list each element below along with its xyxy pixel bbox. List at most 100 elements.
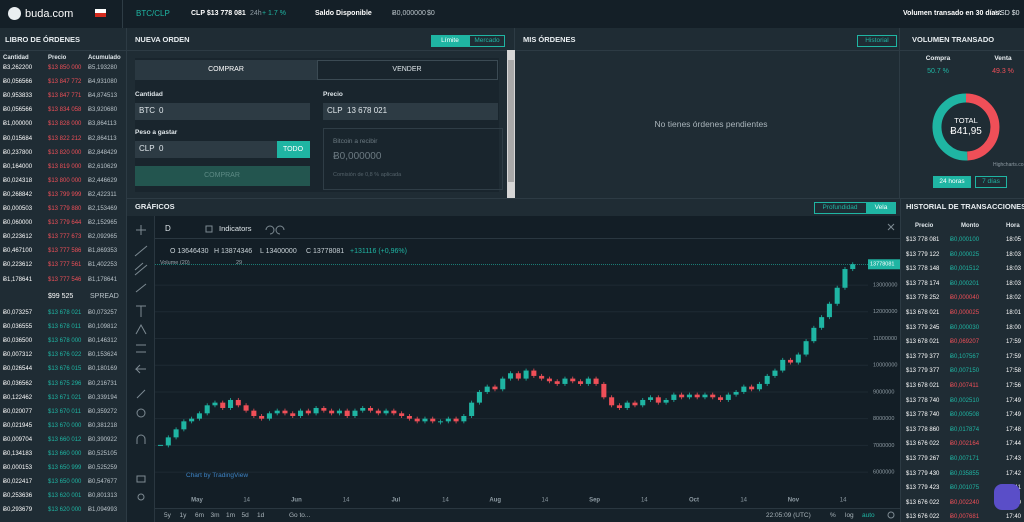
input-value[interactable]: 0 bbox=[159, 144, 164, 153]
balance-btc: Ƀ0,000000 bbox=[392, 10, 426, 17]
buy-side-tab[interactable] bbox=[135, 60, 317, 80]
trade-time: 17:59 bbox=[1006, 353, 1022, 360]
tab-label[interactable]: Profundidad bbox=[822, 204, 858, 211]
logo[interactable] bbox=[8, 7, 21, 20]
ask-cell: Ƀ4,931080 bbox=[88, 79, 118, 86]
volume-legend-value: 29 bbox=[236, 260, 243, 266]
receive-box bbox=[323, 128, 503, 190]
my-orders-panel bbox=[515, 28, 900, 198]
ask-cell: Ƀ0,953833 bbox=[3, 93, 33, 100]
bid-cell: Ƀ0,007312 bbox=[3, 352, 33, 359]
range-bar bbox=[155, 508, 900, 522]
bid-cell: Ƀ0,216731 bbox=[88, 380, 118, 387]
range-button: 1y bbox=[179, 512, 187, 519]
ask-cell: Ƀ3,864113 bbox=[88, 121, 117, 128]
ask-cell: $13 820 000 bbox=[48, 149, 82, 156]
trade-amount: Ƀ0,107567 bbox=[950, 353, 980, 360]
balance-label[interactable]: Saldo Disponible bbox=[315, 10, 372, 17]
tab-label[interactable]: Vela bbox=[874, 204, 888, 211]
bid-cell: Ƀ0,525105 bbox=[88, 451, 118, 457]
bid-cell: $13 678 021 bbox=[48, 310, 82, 316]
chart-tab[interactable] bbox=[867, 202, 896, 214]
ask-cell: Ƀ1,000000 bbox=[3, 121, 33, 128]
ask-cell: Ƀ2,848429 bbox=[88, 149, 118, 156]
trade-time: 17:40 bbox=[1006, 514, 1022, 521]
bid-cell: Ƀ0,525259 bbox=[88, 465, 118, 472]
bid-cell: Ƀ0,036555 bbox=[3, 324, 33, 331]
field-label: Precio bbox=[323, 91, 343, 98]
trade-amount: Ƀ0,069207 bbox=[950, 339, 980, 346]
limit-tab[interactable] bbox=[431, 35, 469, 47]
tv-credit[interactable]: Chart by TradingView bbox=[186, 472, 249, 479]
brand[interactable]: buda.com bbox=[25, 8, 74, 20]
ask-cell: $13 777 546 bbox=[48, 276, 82, 283]
button-label[interactable]: COMPRAR bbox=[204, 172, 240, 179]
toolbar-rule bbox=[155, 238, 900, 239]
tab-label[interactable]: Mercado bbox=[474, 37, 500, 44]
bid-cell: Ƀ0,134183 bbox=[3, 451, 33, 457]
bid-cell: $13 620 000 bbox=[48, 507, 82, 514]
goto-button[interactable]: Go to... bbox=[289, 512, 311, 519]
panel-title: MIS ÓRDENES bbox=[523, 35, 576, 44]
ask-cell: Ƀ0,467100 bbox=[3, 248, 33, 255]
ask-cell: $13 779 880 bbox=[48, 206, 82, 212]
ask-cell: Ƀ1,402253 bbox=[88, 262, 118, 269]
trade-time: 17:44 bbox=[1006, 441, 1022, 448]
input-unit: CLP bbox=[139, 144, 155, 153]
chart-tab[interactable] bbox=[814, 202, 867, 214]
history-button[interactable] bbox=[857, 35, 897, 47]
trade-price: $13 678 021 bbox=[906, 339, 940, 346]
button-label[interactable]: TODO bbox=[282, 146, 304, 153]
ask-cell: Ƀ1,869353 bbox=[88, 248, 118, 255]
all-button[interactable] bbox=[277, 141, 310, 158]
ohlc-open: O 13646430 bbox=[170, 248, 209, 255]
button-label[interactable]: 7 días bbox=[982, 178, 1000, 185]
input-value[interactable]: 13 678 021 bbox=[347, 106, 388, 115]
credit[interactable]: Highcharts.com bbox=[993, 162, 1024, 168]
scrollbar-thumb[interactable] bbox=[508, 60, 514, 182]
indicators-button[interactable]: Indicators bbox=[219, 224, 252, 233]
ask-cell: $13 800 000 bbox=[48, 177, 82, 184]
chart-widget bbox=[127, 216, 900, 522]
price-input[interactable] bbox=[323, 103, 498, 120]
pair-selector[interactable]: BTC/CLP bbox=[136, 9, 170, 18]
input-value[interactable]: 0 bbox=[159, 106, 164, 115]
button-label[interactable]: 24 horas bbox=[939, 178, 965, 185]
period-button[interactable] bbox=[933, 176, 971, 188]
trade-price: $13 778 740 bbox=[906, 412, 940, 419]
trade-time: 18:03 bbox=[1006, 251, 1022, 258]
side-label[interactable]: COMPRAR bbox=[208, 66, 244, 73]
bid-cell: $13 660 012 bbox=[48, 436, 82, 443]
ask-cell: Ƀ1,178641 bbox=[3, 276, 33, 283]
clock: 22:05:09 (UTC) bbox=[766, 512, 811, 519]
trade-amount: Ƀ0,002510 bbox=[950, 397, 980, 404]
trade-price: $13 676 022 bbox=[906, 514, 940, 521]
scale-option[interactable]: auto bbox=[862, 512, 875, 519]
market-tab[interactable] bbox=[469, 35, 505, 47]
ask-cell: Ƀ0,164000 bbox=[3, 163, 33, 170]
submit-button[interactable] bbox=[135, 166, 310, 186]
ask-cell: Ƀ0,024318 bbox=[3, 177, 33, 184]
trade-amount: Ƀ0,001075 bbox=[950, 485, 980, 492]
trade-price: $13 778 081 bbox=[906, 237, 940, 243]
interval-button[interactable]: D bbox=[165, 224, 171, 233]
trade-price: $13 779 430 bbox=[906, 470, 940, 477]
scale-option[interactable]: log bbox=[845, 512, 854, 519]
tab-label[interactable]: Límite bbox=[441, 37, 459, 44]
button-label[interactable]: Historial bbox=[865, 37, 889, 44]
bid-cell: $13 671 021 bbox=[48, 394, 82, 401]
range-button: 1m bbox=[226, 512, 236, 519]
bid-cell: Ƀ0,180169 bbox=[88, 366, 118, 373]
period-button[interactable] bbox=[975, 176, 1007, 188]
trade-amount: Ƀ0,000100 bbox=[950, 237, 980, 243]
sell-side-tab[interactable] bbox=[317, 60, 498, 80]
flag[interactable] bbox=[95, 9, 106, 17]
spend-input[interactable] bbox=[135, 141, 277, 158]
side-label[interactable]: VENDER bbox=[392, 66, 422, 73]
amount-input[interactable] bbox=[135, 103, 310, 120]
trade-amount: Ƀ0,007681 bbox=[950, 514, 980, 521]
trade-price: $13 778 252 bbox=[906, 295, 940, 302]
ask-cell: $13 819 000 bbox=[48, 163, 82, 170]
bid-cell: $13 676 022 bbox=[48, 352, 82, 359]
scale-option[interactable]: % bbox=[830, 512, 836, 519]
